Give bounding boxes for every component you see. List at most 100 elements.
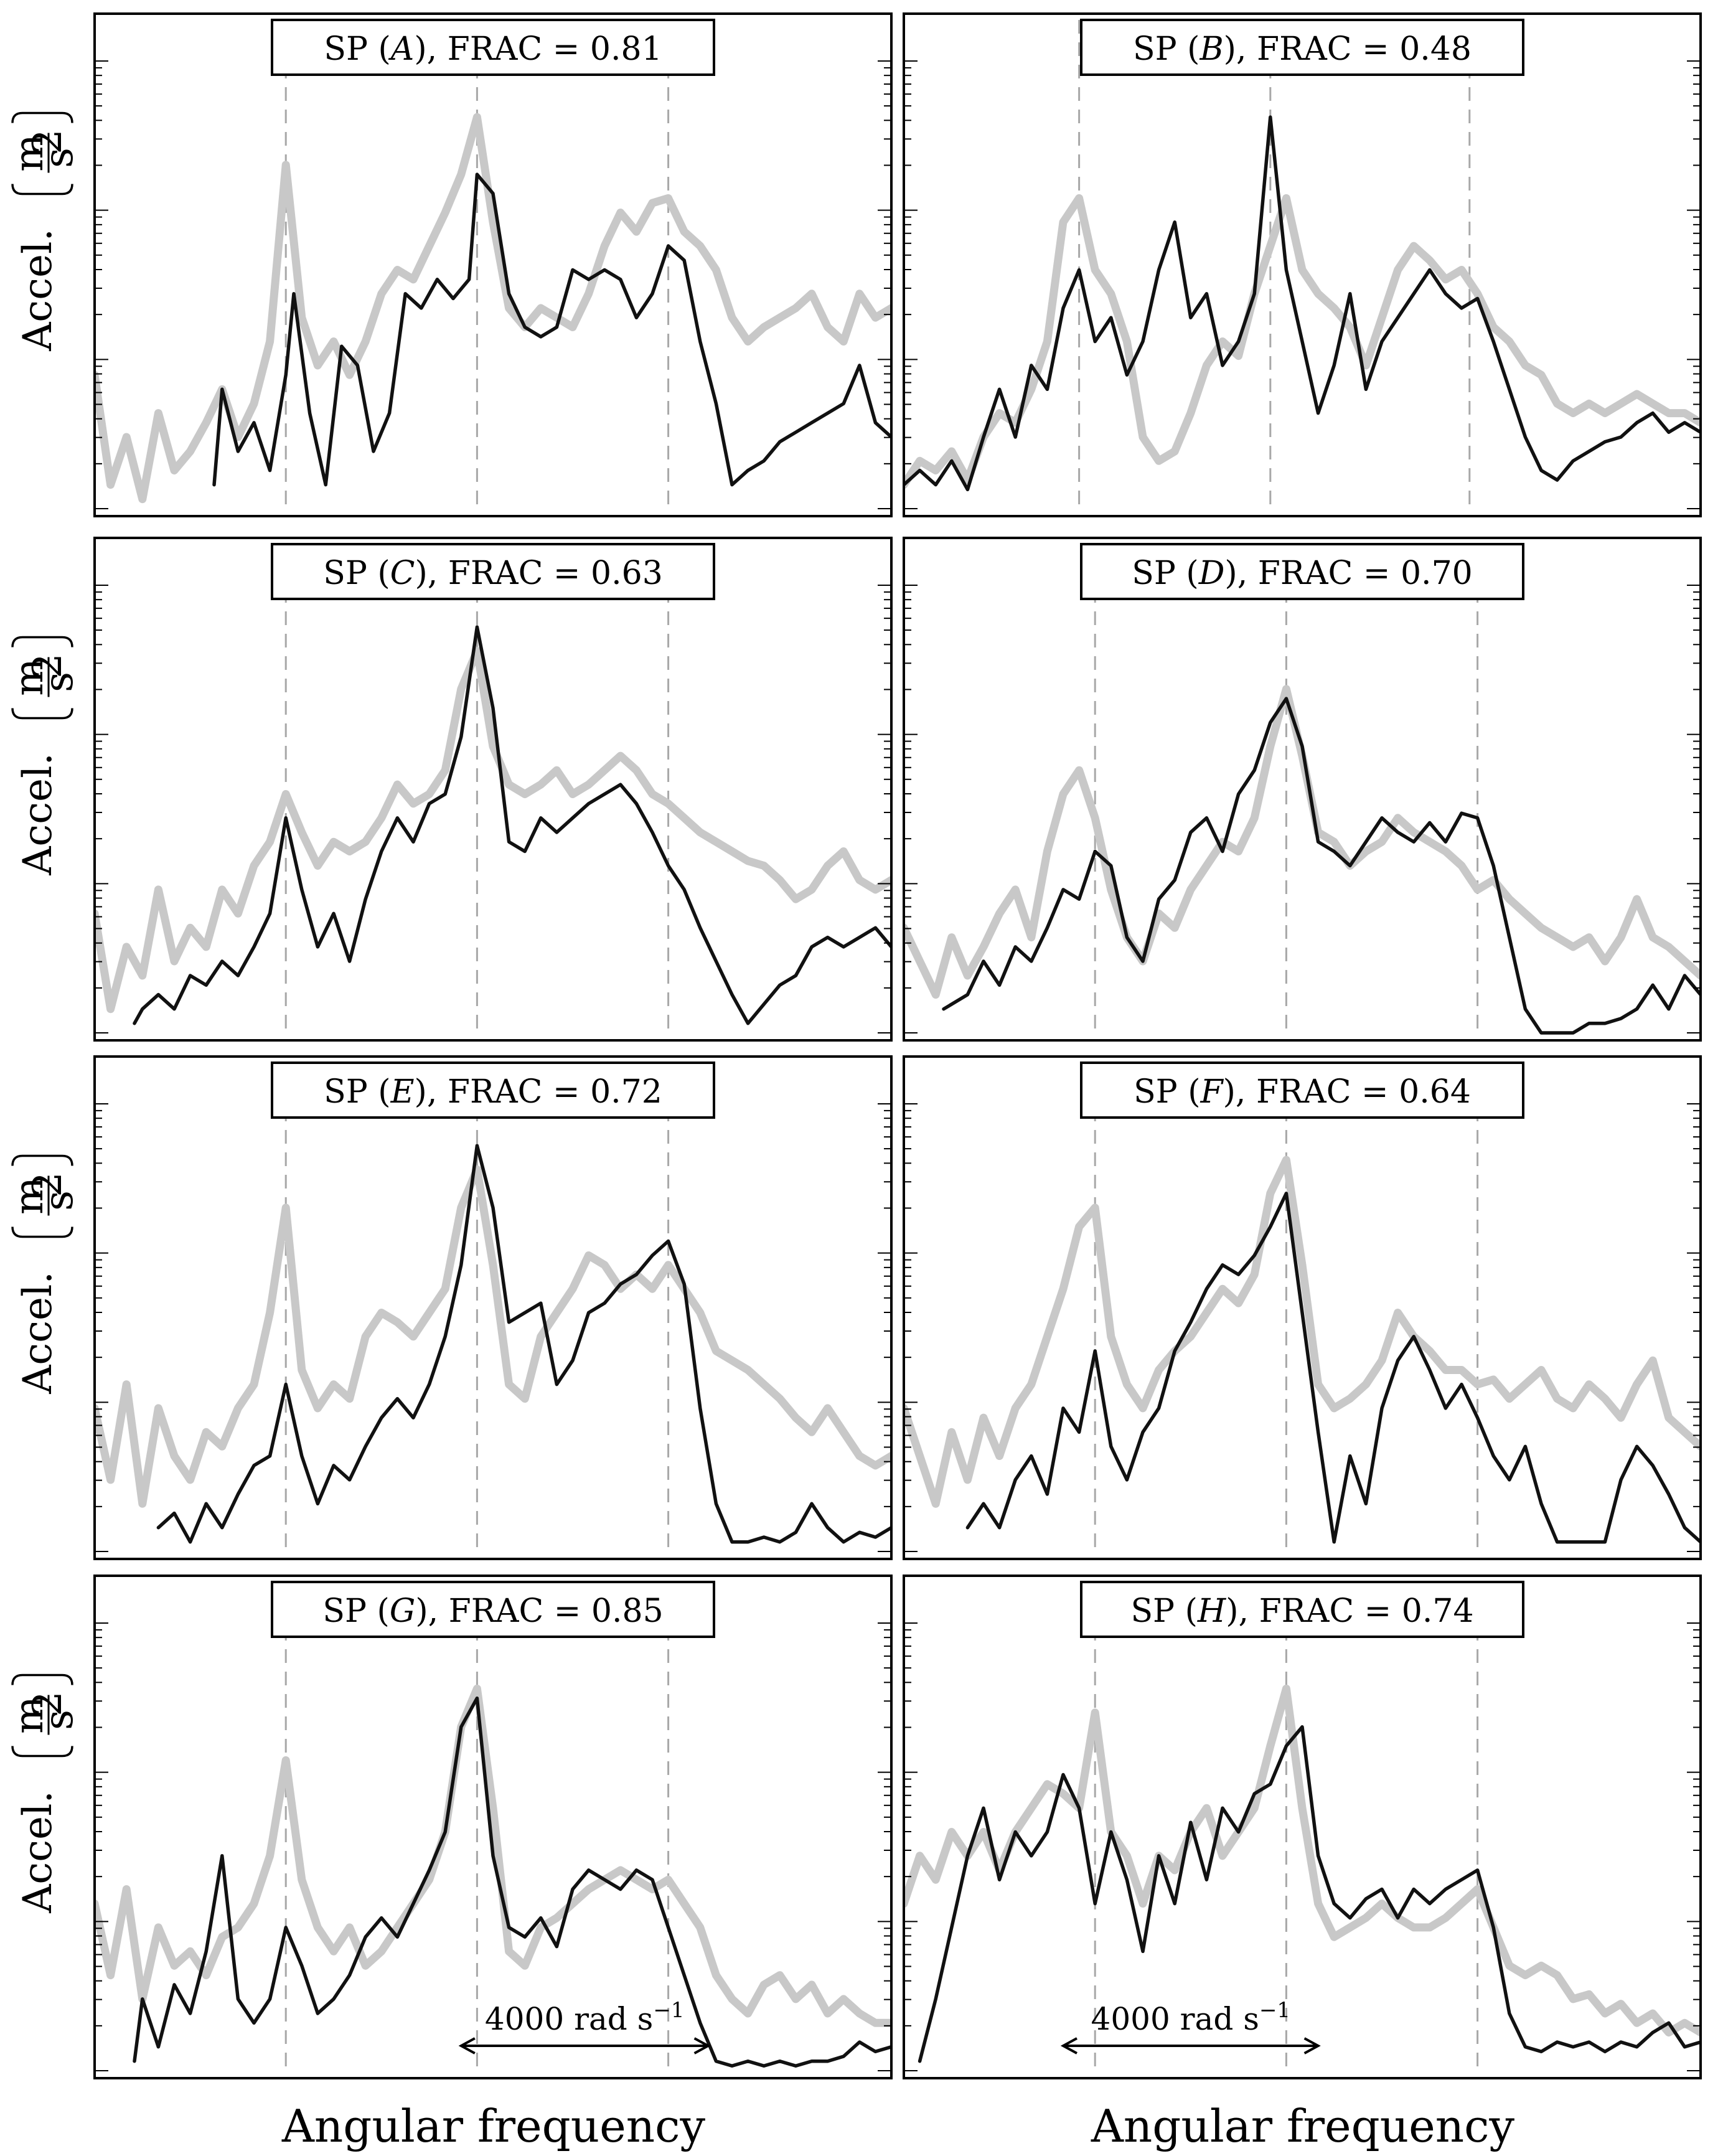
- unit-denominator: s: [36, 148, 82, 168]
- plot-area: [905, 20, 1699, 512]
- title-letter: H: [1197, 1593, 1227, 1630]
- title-prefix: SP (: [1130, 1593, 1197, 1630]
- plot-area: [905, 1063, 1699, 1555]
- title-letter: A: [388, 31, 415, 68]
- unit-numerator: m: [6, 1177, 52, 1215]
- scale-bar-arrow-right: [693, 2037, 711, 2055]
- title-suffix: ), FRAC = 0.64: [1223, 1073, 1471, 1111]
- simulated-series-line: [133, 625, 890, 1025]
- scale-bar-value: 4000: [485, 2001, 574, 2037]
- unit-exponent: 2: [25, 1172, 71, 1197]
- title-prefix: SP (: [1134, 1073, 1200, 1111]
- simulated-series-line: [942, 697, 1699, 1035]
- y-axis-label-text: Accel.: [15, 1791, 61, 1914]
- y-axis-label: Accel. ms2: [6, 111, 82, 352]
- title-box: [271, 1581, 715, 1638]
- plot-area: [96, 20, 890, 512]
- unit-bracket-left: [11, 708, 73, 720]
- plot-area: [96, 1582, 890, 2074]
- panel-title: SP (F), FRAC = 0.64: [1134, 1073, 1471, 1111]
- unit-numerator: m: [6, 134, 52, 172]
- unit-denominator: s: [36, 672, 82, 692]
- unit-numerator: m: [6, 1696, 52, 1734]
- x-axis-label-right: Angular frequency: [1091, 2100, 1515, 2152]
- unit-exponent: 2: [25, 1691, 71, 1716]
- panel-title: SP (G), FRAC = 0.85: [322, 1593, 663, 1630]
- simulated-series-line: [905, 115, 1699, 492]
- unit-denominator: s: [36, 1710, 82, 1730]
- title-box: [271, 1062, 715, 1119]
- title-letter: F: [1200, 1073, 1224, 1111]
- scale-bar-arrow-left: [458, 2037, 476, 2055]
- plot-area: [905, 544, 1699, 1037]
- unit-exponent: 2: [25, 653, 71, 679]
- panel-a: SP (A), FRAC = 0.81: [93, 12, 893, 517]
- title-box: [1080, 1062, 1524, 1119]
- panel-b: SP (B), FRAC = 0.48: [903, 12, 1702, 517]
- unit-bracket-left: [11, 1746, 73, 1758]
- unit-bracket-right: [11, 111, 73, 123]
- panel-f: SP (F), FRAC = 0.64: [903, 1055, 1702, 1560]
- simulated-series-line: [918, 1725, 1699, 2063]
- title-letter: C: [390, 555, 415, 592]
- title-prefix: SP (: [1132, 555, 1198, 592]
- title-suffix: ), FRAC = 0.81: [414, 31, 662, 68]
- title-box: [1080, 19, 1524, 76]
- scale-bar-unit: rad s: [574, 2001, 653, 2037]
- unit-exponent: 2: [25, 129, 71, 154]
- measured-series-line: [905, 1156, 1699, 1508]
- panel-d: SP (D), FRAC = 0.70: [903, 537, 1702, 1042]
- y-axis-label: Accel. ms2: [6, 1154, 82, 1395]
- panel-title: SP (H), FRAC = 0.74: [1130, 1593, 1473, 1630]
- title-prefix: SP (: [324, 1073, 390, 1111]
- scale-bar-arrow-left: [1060, 2037, 1077, 2055]
- measured-series-line: [96, 1165, 890, 1508]
- title-letter: D: [1198, 555, 1225, 592]
- unit-denominator: s: [36, 1190, 82, 1211]
- y-axis-label-text: Accel.: [15, 228, 61, 352]
- panel-frame: [93, 12, 893, 517]
- simulated-series-line: [156, 1144, 890, 1544]
- unit-bracket-left: [11, 1226, 73, 1238]
- title-box: [1080, 1581, 1524, 1638]
- unit-bracket-right: [11, 1154, 73, 1166]
- title-suffix: ), FRAC = 0.85: [415, 1593, 663, 1630]
- panel-frame: [93, 1055, 893, 1560]
- title-box: [271, 19, 715, 76]
- title-prefix: SP (: [323, 555, 390, 592]
- unit-numerator: m: [6, 658, 52, 696]
- panel-frame: [903, 537, 1702, 1042]
- unit-bracket-right: [11, 1673, 73, 1685]
- title-box: [271, 543, 715, 600]
- panel-frame: [93, 537, 893, 1042]
- plot-area: [96, 544, 890, 1037]
- unit-bracket-right: [11, 636, 73, 647]
- plot-area: [96, 1063, 890, 1555]
- scale-bar-arrow-right: [1303, 2037, 1321, 2055]
- panel-title: SP (E), FRAC = 0.72: [324, 1073, 662, 1111]
- title-letter: E: [390, 1073, 415, 1111]
- title-prefix: SP (: [324, 31, 390, 68]
- panel-title: SP (B), FRAC = 0.48: [1133, 31, 1472, 68]
- scale-bar-exponent: −1: [653, 1998, 684, 2023]
- title-suffix: ), FRAC = 0.74: [1226, 1593, 1473, 1630]
- measured-series-line: [96, 1684, 890, 2027]
- measured-series-line: [905, 1684, 1699, 2037]
- y-axis-label: Accel. ms2: [6, 636, 82, 876]
- panel-e: SP (E), FRAC = 0.72: [93, 1055, 893, 1560]
- simulated-series-line: [133, 1696, 890, 2068]
- y-axis-label-text: Accel.: [15, 1271, 61, 1395]
- title-suffix: ), FRAC = 0.48: [1224, 31, 1472, 68]
- y-axis-label: Accel. ms2: [6, 1673, 82, 1914]
- scale-bar-value: 4000: [1091, 2001, 1180, 2037]
- title-suffix: ), FRAC = 0.70: [1224, 555, 1472, 592]
- title-prefix: SP (: [322, 1593, 389, 1630]
- simulated-series-line: [965, 1192, 1699, 1544]
- title-prefix: SP (: [1133, 31, 1200, 68]
- panel-title: SP (A), FRAC = 0.81: [324, 31, 662, 68]
- measured-series-line: [96, 646, 890, 1014]
- panel-title: SP (D), FRAC = 0.70: [1132, 555, 1472, 592]
- y-axis-label-text: Accel.: [15, 753, 61, 876]
